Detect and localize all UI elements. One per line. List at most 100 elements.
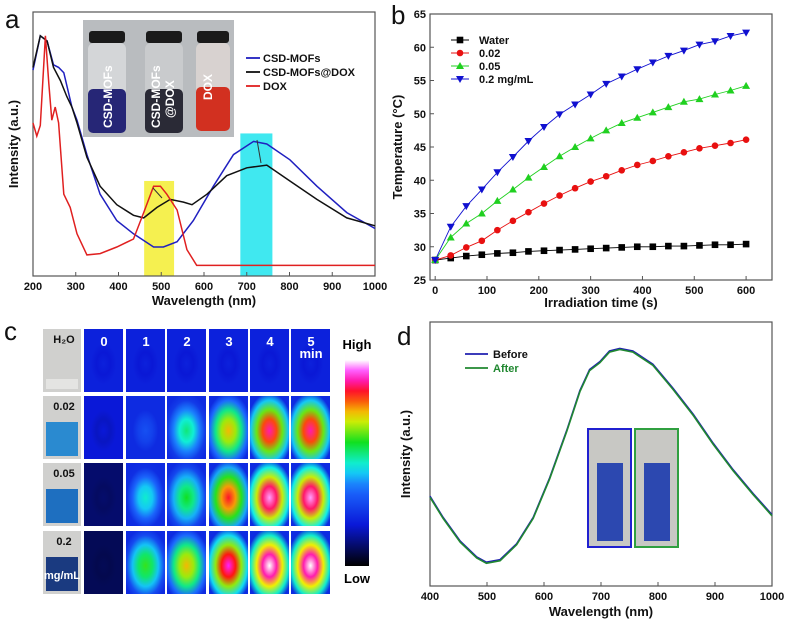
data-point (727, 139, 734, 147)
data-point (540, 162, 548, 170)
column-label: 3 (225, 334, 232, 349)
data-point (648, 108, 657, 116)
column-label: 2 (183, 334, 190, 349)
x-tick-label: 600 (535, 591, 553, 603)
panel-a: a CSD-MOFs CSD-MOFs DOX @DOX 200 30 (5, 4, 387, 308)
data-point (679, 97, 688, 105)
thermal-image-cell (250, 531, 289, 594)
panel-c: c H₂O 0 1 2 3 4 5 0.02 0.05 0.2 mg/mL min High Low (4, 316, 371, 594)
thermal-image-cell (84, 463, 123, 526)
data-point (726, 86, 735, 94)
data-point (587, 178, 594, 185)
photo-cuvette-3: 0.2 mg/mL (43, 531, 81, 594)
legend-label: CSD-MOFs (263, 53, 320, 65)
data-point (586, 134, 595, 142)
y-tick-label: 65 (414, 9, 426, 21)
thermal-image-cell (250, 463, 289, 526)
data-point (680, 242, 688, 250)
data-point (742, 240, 750, 248)
vial-label-1: CSD-MOFs (101, 65, 115, 128)
x-tick-label: 600 (737, 285, 755, 297)
thermal-image-cell (167, 531, 206, 594)
legend-label: 0.2 mg/mL (479, 74, 534, 86)
x-tick-label: 900 (323, 281, 341, 293)
x-tick-label: 900 (706, 591, 724, 603)
data-point (462, 219, 471, 227)
data-point (726, 32, 735, 40)
photo-liquid (46, 489, 78, 523)
data-point (525, 248, 532, 255)
data-point (679, 47, 688, 55)
series-line-csd-mofs (32, 34, 376, 248)
thermal-image-cell (84, 396, 123, 459)
y-tick-label: 60 (414, 42, 426, 54)
data-point (524, 173, 533, 181)
y-axis-label: Intensity (a.u.) (398, 410, 413, 498)
x-axis-label: Wavelength (nm) (549, 604, 653, 619)
thermal-image-cell (167, 396, 206, 459)
series-line-0-05 (434, 85, 747, 261)
series-line-csd-mofs-dox (32, 34, 376, 227)
thermal-image-cell (209, 329, 248, 392)
thermal-image-cell (209, 531, 248, 594)
thermal-image-cell (209, 463, 248, 526)
data-point (711, 90, 719, 98)
row-label: 0.02 (53, 401, 74, 413)
x-tick-label: 500 (152, 281, 170, 293)
thermal-image-cell (126, 463, 165, 526)
x-axis-label: Irradiation time (s) (544, 295, 657, 310)
x-tick-label: 800 (280, 281, 298, 293)
legend-label: Water (479, 35, 510, 47)
inset-cuvettes-photo (587, 428, 679, 548)
thermal-image-cell (84, 531, 123, 594)
photo-cuvette-2: 0.05 (43, 463, 81, 526)
legend-label: DOX (263, 81, 288, 93)
x-tick-label: 300 (581, 285, 599, 297)
data-point (524, 138, 533, 146)
row-label: H₂O (53, 334, 75, 346)
x-tick-label: 200 (530, 285, 548, 297)
panel-b: b 0 100 200 300 400 500 600 25 30 35 40 45 50 55 60 65 W… (390, 0, 773, 310)
series-line-dox (32, 35, 375, 267)
data-point (494, 250, 501, 257)
data-point (696, 242, 703, 249)
vial-csd-mofs (88, 31, 126, 133)
legend-label: 0.02 (479, 48, 500, 60)
data-point (462, 244, 470, 251)
data-point (477, 209, 486, 217)
column-label: 5 (307, 334, 314, 349)
data-point (446, 223, 455, 231)
data-point (664, 52, 673, 60)
y-tick-label: 30 (414, 242, 426, 254)
x-tick-label: 800 (649, 591, 667, 603)
inset-vials-photo: CSD-MOFs CSD-MOFs DOX @DOX (83, 20, 234, 137)
legend-label: After (493, 363, 519, 375)
legend-marker (456, 36, 464, 44)
data-point (664, 103, 673, 111)
column-label: 0 (100, 334, 107, 349)
colorbar-low-label: Low (344, 571, 371, 586)
panel-b-letter: b (391, 0, 405, 30)
thermal-image-cell (291, 329, 330, 392)
data-point (617, 119, 626, 127)
data-point (648, 59, 657, 67)
thermal-image-cell (167, 329, 206, 392)
legend-marker (456, 49, 464, 57)
column-label: 1 (142, 334, 149, 349)
colorbar (345, 360, 369, 566)
row-label: 0.2 (56, 536, 71, 548)
row-unit-label: mg/mL (44, 570, 80, 582)
data-point (742, 29, 751, 37)
photo-liquid (46, 379, 78, 389)
data-point (508, 185, 517, 193)
x-tick-label: 500 (478, 591, 496, 603)
legend-marker (456, 76, 464, 83)
data-point (649, 243, 657, 251)
data-point (494, 226, 501, 234)
data-point (633, 161, 641, 169)
thermal-image-cell (126, 396, 165, 459)
x-tick-label: 0 (432, 285, 438, 297)
data-point (602, 126, 611, 134)
data-point (695, 41, 704, 49)
